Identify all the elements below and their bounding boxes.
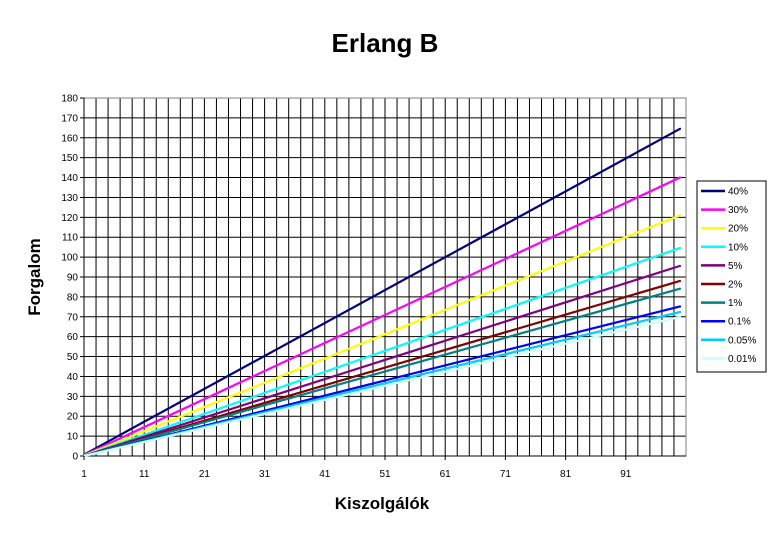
chart-title: Erlang B	[332, 28, 439, 58]
series-line-30%	[82, 176, 682, 457]
y-tick-label: 120	[61, 213, 78, 224]
y-tick-label: 90	[67, 273, 79, 284]
y-tick-label: 150	[61, 153, 78, 164]
y-tick-label: 140	[61, 173, 78, 184]
x-tick-label: 61	[440, 469, 452, 480]
legend-label: 0.01%	[728, 354, 756, 365]
y-tick-label: 130	[61, 193, 78, 204]
y-tick-label: 10	[67, 432, 79, 443]
legend-label: 10%	[728, 242, 748, 253]
series-line-1%	[82, 287, 682, 458]
y-tick-label: 0	[72, 452, 78, 463]
series-line-10%	[82, 246, 682, 457]
y-tick-label: 100	[61, 253, 78, 264]
y-tick-label: 20	[67, 412, 79, 423]
gridlines	[84, 98, 686, 456]
tick-labels: 0 10 20 30 40 50 60 70 80 90 100 110 120 130 140 150 160…	[61, 94, 631, 481]
x-tick-label: 1	[81, 469, 87, 480]
legend-label: 30%	[728, 205, 748, 216]
x-tick-label: 21	[199, 469, 211, 480]
y-tick-label: 70	[67, 312, 79, 323]
y-tick-label: 50	[67, 352, 79, 363]
legend-label: 0.1%	[728, 317, 751, 328]
y-tick-label: 60	[67, 332, 79, 343]
x-tick-label: 31	[259, 469, 271, 480]
y-tick-label: 170	[61, 113, 78, 124]
y-tick-label: 110	[62, 233, 78, 244]
legend-label: 2%	[728, 280, 743, 291]
y-tick-label: 40	[67, 372, 79, 383]
series-line-0.01%	[82, 315, 682, 458]
x-tick-label: 71	[500, 469, 512, 480]
y-tick-label: 30	[67, 392, 79, 403]
legend: 40% 30% 20% 10% 5% 2% 1% 0.1% 0.05% 0.01%	[696, 180, 767, 373]
series-line-40%	[82, 127, 682, 456]
series-line-20%	[82, 214, 682, 457]
y-tick-label: 160	[61, 133, 78, 144]
legend-label: 0.05%	[728, 335, 756, 346]
x-axis-title: Kiszolgálók	[335, 494, 430, 513]
x-tick-label: 91	[620, 469, 632, 480]
legend-label: 40%	[728, 187, 748, 198]
x-tick-label: 81	[560, 469, 572, 480]
y-tick-label: 180	[61, 94, 78, 105]
series-lines	[82, 127, 682, 458]
legend-label: 20%	[728, 224, 748, 235]
series-line-5%	[82, 264, 682, 457]
legend-label: 5%	[728, 261, 743, 272]
x-tick-label: 41	[319, 469, 331, 480]
x-tick-label: 51	[379, 469, 391, 480]
x-tick-label: 11	[139, 469, 150, 480]
legend-label: 1%	[728, 298, 743, 309]
y-tick-label: 80	[67, 292, 79, 303]
series-line-2%	[82, 279, 682, 458]
y-axis-title: Forgalom	[25, 238, 44, 315]
